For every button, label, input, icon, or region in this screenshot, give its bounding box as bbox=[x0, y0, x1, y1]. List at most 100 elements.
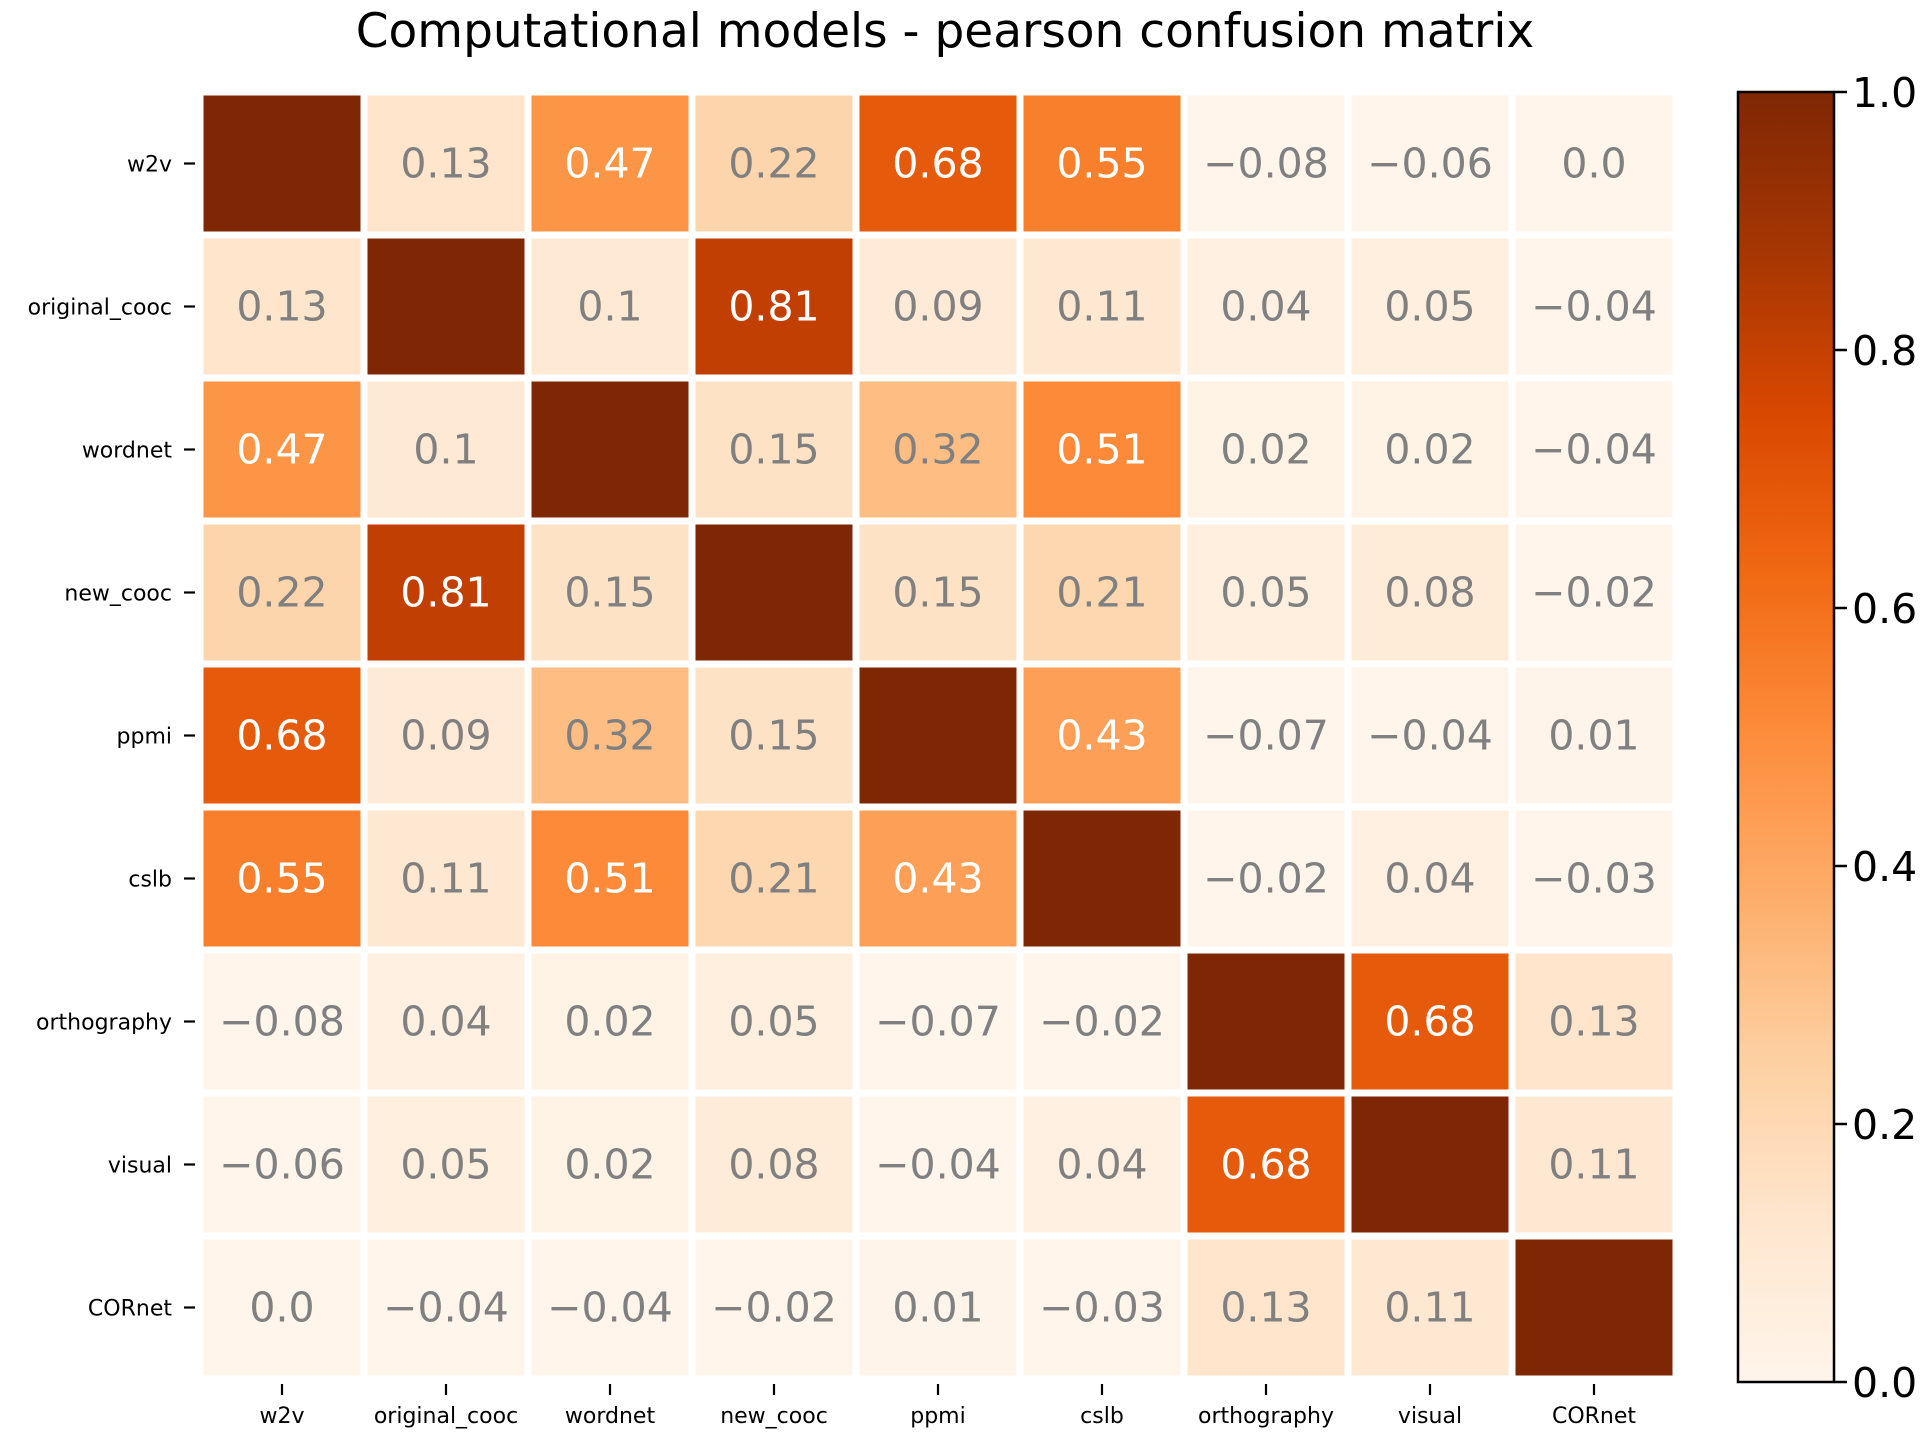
cell-value-label: 0.09 bbox=[892, 283, 983, 331]
colorbar-tick-label: 0.6 bbox=[1852, 585, 1917, 633]
heatmap-cell-1-7 bbox=[1351, 238, 1509, 375]
cell-value-label: −0.03 bbox=[1039, 1284, 1165, 1332]
cell-value-label: 0.02 bbox=[564, 998, 655, 1046]
colorbar-tick-label: 0.2 bbox=[1852, 1101, 1917, 1149]
heatmap-cell-7-6 bbox=[1187, 1096, 1345, 1233]
cell-value-label: 0.05 bbox=[728, 998, 819, 1046]
heatmap-cell-2-1 bbox=[367, 381, 525, 518]
heatmap-cell-3-8 bbox=[1515, 524, 1673, 661]
heatmap-cell-0-4 bbox=[859, 95, 1017, 232]
heatmap-cell-5-3 bbox=[695, 810, 853, 947]
heatmap-cell-0-7 bbox=[1351, 95, 1509, 232]
heatmap-cell-4-2 bbox=[531, 667, 689, 804]
heatmap-cell-3-2 bbox=[531, 524, 689, 661]
heatmap-cell-7-3 bbox=[695, 1096, 853, 1233]
y-tick-label: new_cooc bbox=[64, 582, 172, 607]
heatmap-cell-5-6 bbox=[1187, 810, 1345, 947]
cell-value-label: 0.81 bbox=[400, 569, 491, 617]
cell-value-label: 0.47 bbox=[236, 426, 327, 474]
heatmap-cell-7-1 bbox=[367, 1096, 525, 1233]
cell-value-label: 0.68 bbox=[236, 712, 327, 760]
heatmap-cell-7-4 bbox=[859, 1096, 1017, 1233]
cell-value-label: 0.04 bbox=[1056, 1141, 1147, 1189]
heatmap-cell-6-6 bbox=[1187, 953, 1345, 1090]
cell-value-label: −0.06 bbox=[219, 1141, 345, 1189]
colorbar-axis: 0.0 0.2 0.4 0.6 0.8 1.0 bbox=[1834, 69, 1917, 1407]
heatmap-cell-3-6 bbox=[1187, 524, 1345, 661]
cell-value-label: 0.13 bbox=[1220, 1284, 1311, 1332]
cell-value-label: 0.02 bbox=[1384, 426, 1475, 474]
cell-value-label: 0.0 bbox=[1561, 140, 1626, 188]
cell-value-label: 0.11 bbox=[1548, 1141, 1639, 1189]
chart-title: Computational models - pearson confusion… bbox=[356, 4, 1535, 59]
cell-value-label: 0.04 bbox=[400, 998, 491, 1046]
heatmap-cell-1-0 bbox=[203, 238, 361, 375]
heatmap-cell-0-6 bbox=[1187, 95, 1345, 232]
cell-value-label: −0.02 bbox=[1531, 569, 1657, 617]
heatmap-cell-8-4 bbox=[859, 1239, 1017, 1376]
heatmap-cell-3-5 bbox=[1023, 524, 1181, 661]
cell-value-label: 0.09 bbox=[400, 712, 491, 760]
cell-value-label: 0.22 bbox=[236, 569, 327, 617]
cell-value-label: 0.01 bbox=[892, 1284, 983, 1332]
heatmap-cell-6-1 bbox=[367, 953, 525, 1090]
x-tick-label: original_cooc bbox=[374, 1404, 518, 1429]
heatmap-cell-4-1 bbox=[367, 667, 525, 804]
heatmap-cell-2-7 bbox=[1351, 381, 1509, 518]
cell-value-label: 0.55 bbox=[236, 855, 327, 903]
cell-value-label: 0.15 bbox=[728, 426, 819, 474]
cell-value-label: 0.55 bbox=[1056, 140, 1147, 188]
cell-value-label: −0.02 bbox=[1203, 855, 1329, 903]
heatmap-cell-4-5 bbox=[1023, 667, 1181, 804]
cell-value-label: −0.04 bbox=[547, 1284, 673, 1332]
cell-value-label: 0.32 bbox=[564, 712, 655, 760]
heatmap-cell-5-1 bbox=[367, 810, 525, 947]
heatmap-cell-3-0 bbox=[203, 524, 361, 661]
heatmap-cell-0-0 bbox=[203, 95, 361, 232]
heatmap-cell-1-5 bbox=[1023, 238, 1181, 375]
heatmap-cell-4-8 bbox=[1515, 667, 1673, 804]
cell-value-label: 0.15 bbox=[892, 569, 983, 617]
cell-value-label: 0.13 bbox=[400, 140, 491, 188]
heatmap-cell-6-3 bbox=[695, 953, 853, 1090]
heatmap-cell-4-7 bbox=[1351, 667, 1509, 804]
x-tick-label: ppmi bbox=[910, 1404, 965, 1429]
cell-value-label: 0.1 bbox=[413, 426, 478, 474]
x-tick-label: CORnet bbox=[1552, 1404, 1636, 1429]
cell-value-label: −0.06 bbox=[1367, 140, 1493, 188]
heatmap-cell-8-2 bbox=[531, 1239, 689, 1376]
heatmap-cell-1-6 bbox=[1187, 238, 1345, 375]
heatmap-cell-0-3 bbox=[695, 95, 853, 232]
y-tick-label: original_cooc bbox=[28, 296, 172, 321]
heatmap-cell-1-8 bbox=[1515, 238, 1673, 375]
colorbar-tick-label: 1.0 bbox=[1852, 69, 1917, 117]
cell-value-label: 0.11 bbox=[1056, 283, 1147, 331]
heatmap-cell-3-4 bbox=[859, 524, 1017, 661]
cell-value-label: 0.13 bbox=[236, 283, 327, 331]
x-tick-label: new_cooc bbox=[720, 1404, 828, 1429]
cell-value-label: −0.02 bbox=[1039, 998, 1165, 1046]
heatmap-cell-7-7 bbox=[1351, 1096, 1509, 1233]
heatmap-cell-0-5 bbox=[1023, 95, 1181, 232]
heatmap-cell-8-8 bbox=[1515, 1239, 1673, 1376]
cell-value-label: 0.11 bbox=[400, 855, 491, 903]
heatmap-cell-6-7 bbox=[1351, 953, 1509, 1090]
heatmap-cell-2-2 bbox=[531, 381, 689, 518]
heatmap-cell-7-8 bbox=[1515, 1096, 1673, 1233]
colorbar-tick-label: 0.8 bbox=[1852, 327, 1917, 375]
cell-value-label: 0.15 bbox=[564, 569, 655, 617]
heatmap-cell-1-2 bbox=[531, 238, 689, 375]
heatmap-cell-3-7 bbox=[1351, 524, 1509, 661]
cell-value-label: 0.04 bbox=[1384, 855, 1475, 903]
heatmap-cell-2-6 bbox=[1187, 381, 1345, 518]
y-tick-label: wordnet bbox=[82, 439, 173, 464]
heatmap-cell-1-1 bbox=[367, 238, 525, 375]
cell-value-label: 0.15 bbox=[728, 712, 819, 760]
heatmap-cell-8-0 bbox=[203, 1239, 361, 1376]
cell-value-label: 0.08 bbox=[1384, 569, 1475, 617]
cell-value-label: 0.47 bbox=[564, 140, 655, 188]
cell-value-label: −0.02 bbox=[711, 1284, 837, 1332]
cell-value-label: 0.05 bbox=[1220, 569, 1311, 617]
heatmap-cell-5-0 bbox=[203, 810, 361, 947]
cell-value-label: 0.02 bbox=[1220, 426, 1311, 474]
